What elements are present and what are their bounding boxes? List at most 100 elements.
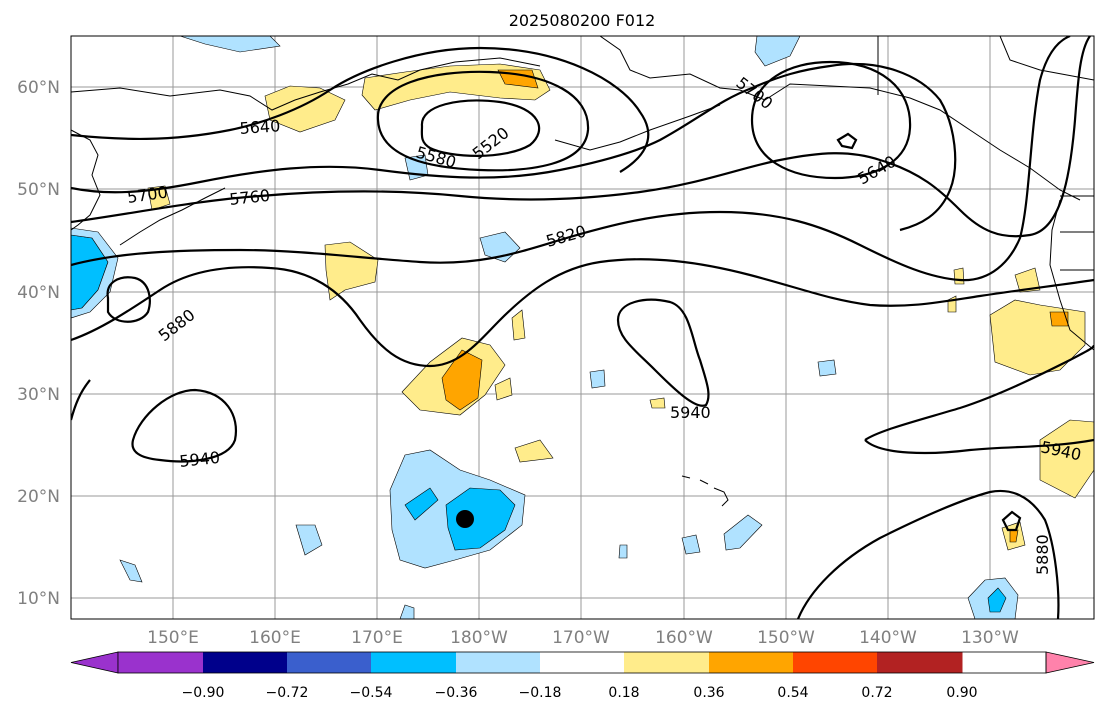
anomaly-negative-small-5 (723, 514, 763, 551)
contour-5820 (71, 36, 1071, 282)
lon-label: 170°E (351, 628, 403, 648)
anomaly-positive-small-6 (649, 397, 666, 409)
colorbar-tick-labels: −0.90 −0.72 −0.54 −0.36 −0.18 0.18 0.36 … (182, 685, 978, 701)
anomaly-negative-small-4 (817, 359, 837, 377)
lat-label: 20°N (17, 487, 60, 507)
lon-label: 140°W (859, 628, 917, 648)
anomaly-positive-ne-1 (1014, 267, 1041, 293)
anomaly-positive-oregon (989, 299, 1086, 376)
anomaly-shading (71, 36, 1094, 619)
colorbar-tick-label: −0.36 (435, 685, 478, 701)
coast-aleutians (554, 104, 721, 151)
coast-hawaii (681, 475, 729, 507)
colorbar-tick-label: 0.18 (608, 685, 639, 701)
contour-label: 5940 (670, 403, 711, 422)
contour-5580 (376, 70, 590, 172)
lon-label: 150°E (147, 628, 199, 648)
contour-5640-small (836, 132, 858, 150)
colorbar: −0.90 −0.72 −0.54 −0.36 −0.18 0.18 0.36 … (70, 651, 1095, 701)
colorbar-tick-label: −0.18 (519, 685, 562, 701)
lat-label: 10°N (17, 589, 60, 609)
anomaly-negative-small-6 (681, 534, 701, 555)
colorbar-segment (624, 652, 710, 673)
colorbar-segment (118, 652, 203, 673)
anomaly-negative-southeast-core (987, 587, 1007, 613)
colorbar-extend-max (1045, 651, 1095, 674)
colorbar-segment (793, 652, 878, 673)
anomaly-positive-small-3 (511, 309, 526, 341)
colorbar-tick-label: −0.54 (350, 685, 393, 701)
contour-label: 5760 (228, 186, 270, 209)
storm-center-marker (456, 510, 474, 528)
coast-border-us (1060, 195, 1094, 271)
colorbar-segment (371, 652, 457, 673)
colorbar-tick-label: 0.72 (861, 685, 892, 701)
map-title: 2025080200 F012 (509, 11, 656, 30)
contour-5940-west (131, 388, 238, 463)
colorbar-segment (540, 652, 625, 673)
contour-label: 5820 (544, 221, 588, 250)
colorbar-segment (287, 652, 372, 673)
contour-label: 5880 (155, 305, 199, 345)
colorbar-tick-label: 0.90 (946, 685, 977, 701)
anomaly-positive-small-7 (947, 295, 957, 313)
coast-asia (71, 129, 101, 231)
coast-kamchatka (71, 57, 541, 111)
contour-5640-west (71, 46, 650, 173)
lon-label: 150°W (757, 628, 815, 648)
lat-label: 60°N (17, 78, 60, 98)
contour-5700-west (71, 62, 957, 232)
map-frame (70, 35, 1095, 620)
anomaly-positive-small-2 (514, 439, 554, 463)
anomaly-positive-small-1 (147, 185, 171, 211)
anomaly-negative-small-3 (589, 369, 606, 389)
height-contours (71, 36, 1094, 619)
colorbar-tick-label: 0.54 (777, 685, 808, 701)
longitude-labels: 150°E 160°E 170°E 180°W 170°W 160°W 150°… (147, 628, 1019, 648)
anomaly-positive-small-8 (953, 267, 965, 285)
colorbar-tick-label: 0.36 (693, 685, 724, 701)
anomaly-negative-asia-outer (71, 227, 119, 319)
contour-label: 5940 (178, 448, 220, 471)
anomaly-negative-small-9 (119, 559, 143, 583)
colorbar-segments (70, 651, 1095, 674)
contour-5940-central (616, 298, 710, 407)
contour-labels: 5700 5640 5520 5580 5700 5760 5640 5820 … (126, 73, 1083, 575)
anomaly-negative-typhoon-core (445, 487, 516, 551)
contour-5880-small (106, 276, 151, 323)
lon-label: 180°W (450, 628, 508, 648)
contour-5940-east (864, 344, 1094, 455)
lon-label: 170°W (552, 628, 610, 648)
colorbar-segment (456, 652, 541, 673)
lat-label: 30°N (17, 385, 60, 405)
colorbar-extend-min (70, 651, 119, 674)
lat-label: 50°N (17, 180, 60, 200)
contour-5640-alaska (750, 60, 912, 180)
anomaly-positive-small-4 (494, 377, 513, 401)
lon-label: 130°W (961, 628, 1019, 648)
contour-5880-west (71, 258, 1094, 368)
contour-label: 5520 (469, 123, 513, 163)
contour-label: 5640 (855, 152, 900, 189)
anomaly-positive-baja (1039, 419, 1094, 499)
colorbar-frame (117, 651, 1047, 674)
anomaly-negative-typhoon-inner (404, 487, 439, 521)
coastlines (71, 36, 1094, 507)
anomaly-negative-small-8 (618, 544, 628, 559)
anomaly-negative-north (179, 36, 281, 53)
anomaly-negative-small-10 (399, 604, 415, 619)
anomaly-strong-bering (497, 69, 539, 89)
coast-kuril (119, 187, 226, 246)
anomaly-positive-kamchatka (264, 85, 346, 133)
anomaly-negative-small-7 (295, 524, 323, 556)
contour-label: 5640 (239, 116, 281, 138)
coast-canada (999, 36, 1094, 81)
contour-5940-se (1001, 510, 1022, 532)
map-plot-area: 5700 5640 5520 5580 5700 5760 5640 5820 … (71, 36, 1094, 619)
latitude-labels: 60°N 50°N 40°N 30°N 20°N 10°N (17, 78, 60, 609)
coast-westus (1049, 199, 1094, 351)
contour-5880-se (796, 489, 1060, 619)
anomaly-negative-alaska (754, 36, 801, 67)
contour-5940-nw-edge (71, 379, 91, 421)
